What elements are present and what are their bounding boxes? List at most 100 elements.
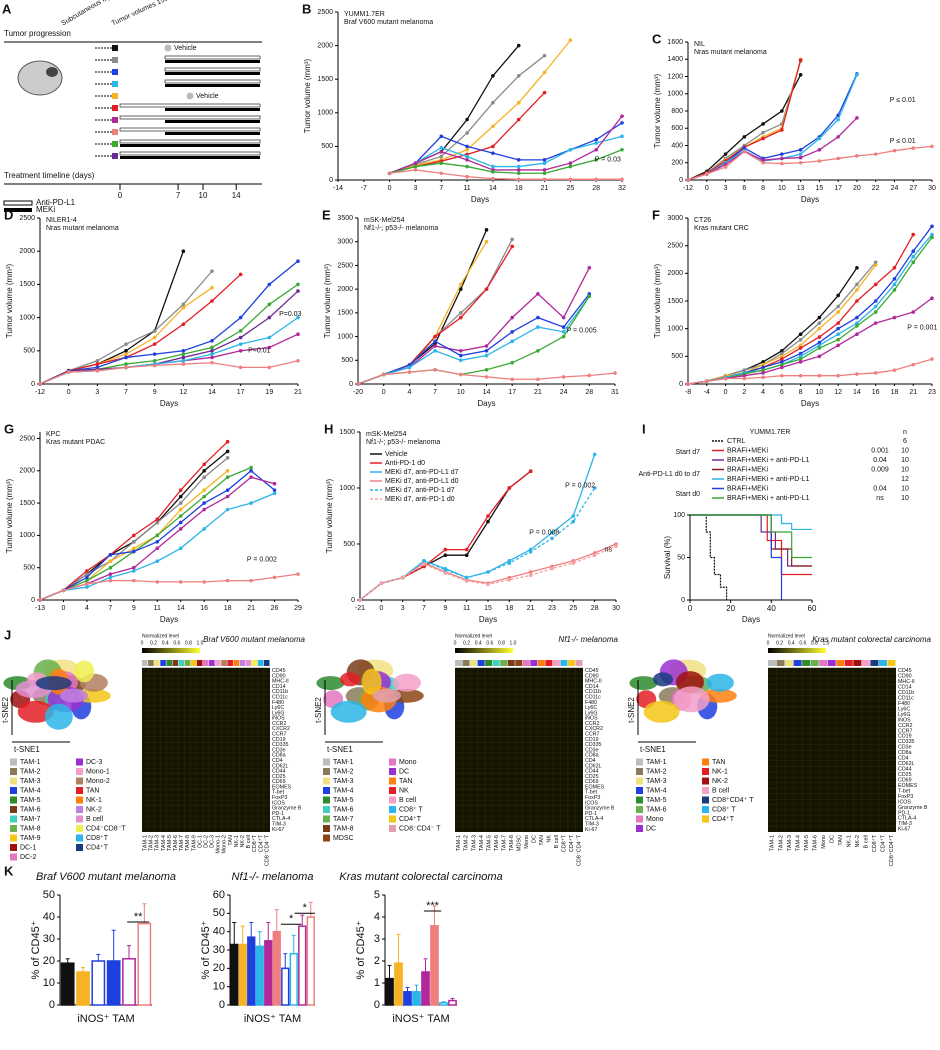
survival-curve xyxy=(690,514,812,567)
bar-meki xyxy=(165,108,260,111)
legend-label: BRAFi+MEKi xyxy=(727,447,768,454)
column-label: DC-2 xyxy=(203,835,209,848)
y-tick-label: 0 xyxy=(679,381,683,388)
point xyxy=(704,172,709,176)
x-tick-label: 8 xyxy=(761,185,765,192)
column-strip xyxy=(233,660,240,666)
n-value: 10 xyxy=(901,485,909,492)
y-axis-label: Tumor volume (mm³) xyxy=(653,73,662,148)
annotation: P = 0.008 xyxy=(529,530,559,537)
legend-label: TAM-8 xyxy=(20,825,41,832)
y-tick-label: 10 xyxy=(43,977,55,989)
bar xyxy=(385,977,394,1006)
point xyxy=(484,239,489,244)
point xyxy=(85,572,89,576)
point xyxy=(516,100,521,105)
y-tick-label: 2500 xyxy=(337,262,353,269)
x-tick-label: 0 xyxy=(705,185,709,192)
tsne-cluster xyxy=(653,672,674,687)
y-tick-label: 30 xyxy=(213,944,225,956)
annotation: *** xyxy=(426,900,440,912)
point xyxy=(433,349,437,353)
point xyxy=(855,324,859,328)
point xyxy=(486,570,490,574)
marker-label: Granzyme B xyxy=(585,806,615,812)
tsne-axis: t-SNE2 xyxy=(1,697,10,723)
point xyxy=(780,351,784,356)
x-tick-label: 3 xyxy=(414,185,418,192)
chart-subtitle: Nras mutant melanoma xyxy=(46,225,119,232)
legend-label: TAM-8 xyxy=(333,825,354,832)
panel-label: E xyxy=(322,207,331,222)
bar xyxy=(272,930,281,1006)
chart-title: NILER1-4 xyxy=(46,217,77,224)
column-label: DC-1 xyxy=(197,835,203,848)
point xyxy=(464,553,469,557)
x-tick-label: 2 xyxy=(742,389,746,396)
marker-label: CXCR2 xyxy=(272,726,290,732)
annotation: ns xyxy=(605,546,613,553)
point xyxy=(433,344,437,348)
point xyxy=(873,282,878,287)
marker-label: Ki-67 xyxy=(272,827,284,833)
column-label: NK-1 xyxy=(234,835,240,848)
point xyxy=(459,358,463,363)
point xyxy=(439,171,444,176)
legend-swatch xyxy=(323,768,330,775)
y-tick-label: 1500 xyxy=(19,500,35,507)
x-axis-label: Days xyxy=(160,399,178,408)
point xyxy=(930,224,934,229)
marker-label: CD11c xyxy=(585,695,601,701)
column-strip xyxy=(251,660,258,666)
point xyxy=(296,282,300,287)
column-strip xyxy=(500,660,508,666)
panel-label: H xyxy=(324,421,333,436)
point xyxy=(181,249,186,253)
point xyxy=(536,325,540,329)
marker-label: Ki-67 xyxy=(585,827,597,833)
point xyxy=(873,263,878,267)
y-axis-label: Tumor volume (mm³) xyxy=(5,478,14,553)
series-line xyxy=(39,287,213,385)
x-tick-label: 25 xyxy=(569,605,577,612)
legend-swatch xyxy=(389,806,396,813)
point xyxy=(95,362,100,366)
point xyxy=(486,582,490,587)
annotation: P = 0.03 xyxy=(595,157,621,164)
panel-label: K xyxy=(4,863,14,878)
legend-swatch xyxy=(702,777,709,785)
legend-swatch xyxy=(10,815,17,823)
point xyxy=(433,367,437,372)
point xyxy=(272,491,277,496)
x-tick-label: -8 xyxy=(685,389,691,396)
point xyxy=(178,527,183,531)
y-tick-label: 0 xyxy=(349,381,353,388)
point xyxy=(484,287,489,291)
point xyxy=(620,134,624,139)
marker-label: CXCR2 xyxy=(585,726,603,732)
legend-swatch xyxy=(636,768,643,775)
x-tick-label: 30 xyxy=(928,185,936,192)
legend-label: Mono xyxy=(646,816,664,823)
point xyxy=(267,282,272,287)
chart-subtitle: Nf1-/-; p53-/- melanoma xyxy=(366,439,440,446)
legend-label: NK-2 xyxy=(712,778,728,785)
bar xyxy=(76,971,90,1006)
y-tick-label: 500 xyxy=(23,565,35,572)
annotation: P ≤ 0.01 xyxy=(890,138,916,145)
vehicle-dot xyxy=(186,92,194,100)
column-label: TAM-9 xyxy=(191,835,197,851)
legend-swatch xyxy=(323,815,330,823)
bar-open xyxy=(164,55,261,60)
point xyxy=(855,321,859,325)
p-value: ns xyxy=(876,495,884,502)
x-axis-label: Days xyxy=(471,195,489,204)
bar-open xyxy=(119,103,261,108)
point xyxy=(817,159,822,163)
point xyxy=(510,360,514,365)
legend-label: DC-1 xyxy=(20,844,36,851)
x-tick-label: 20 xyxy=(726,604,735,613)
bar xyxy=(106,960,121,1006)
marker-label: Granzyme B xyxy=(272,806,302,812)
